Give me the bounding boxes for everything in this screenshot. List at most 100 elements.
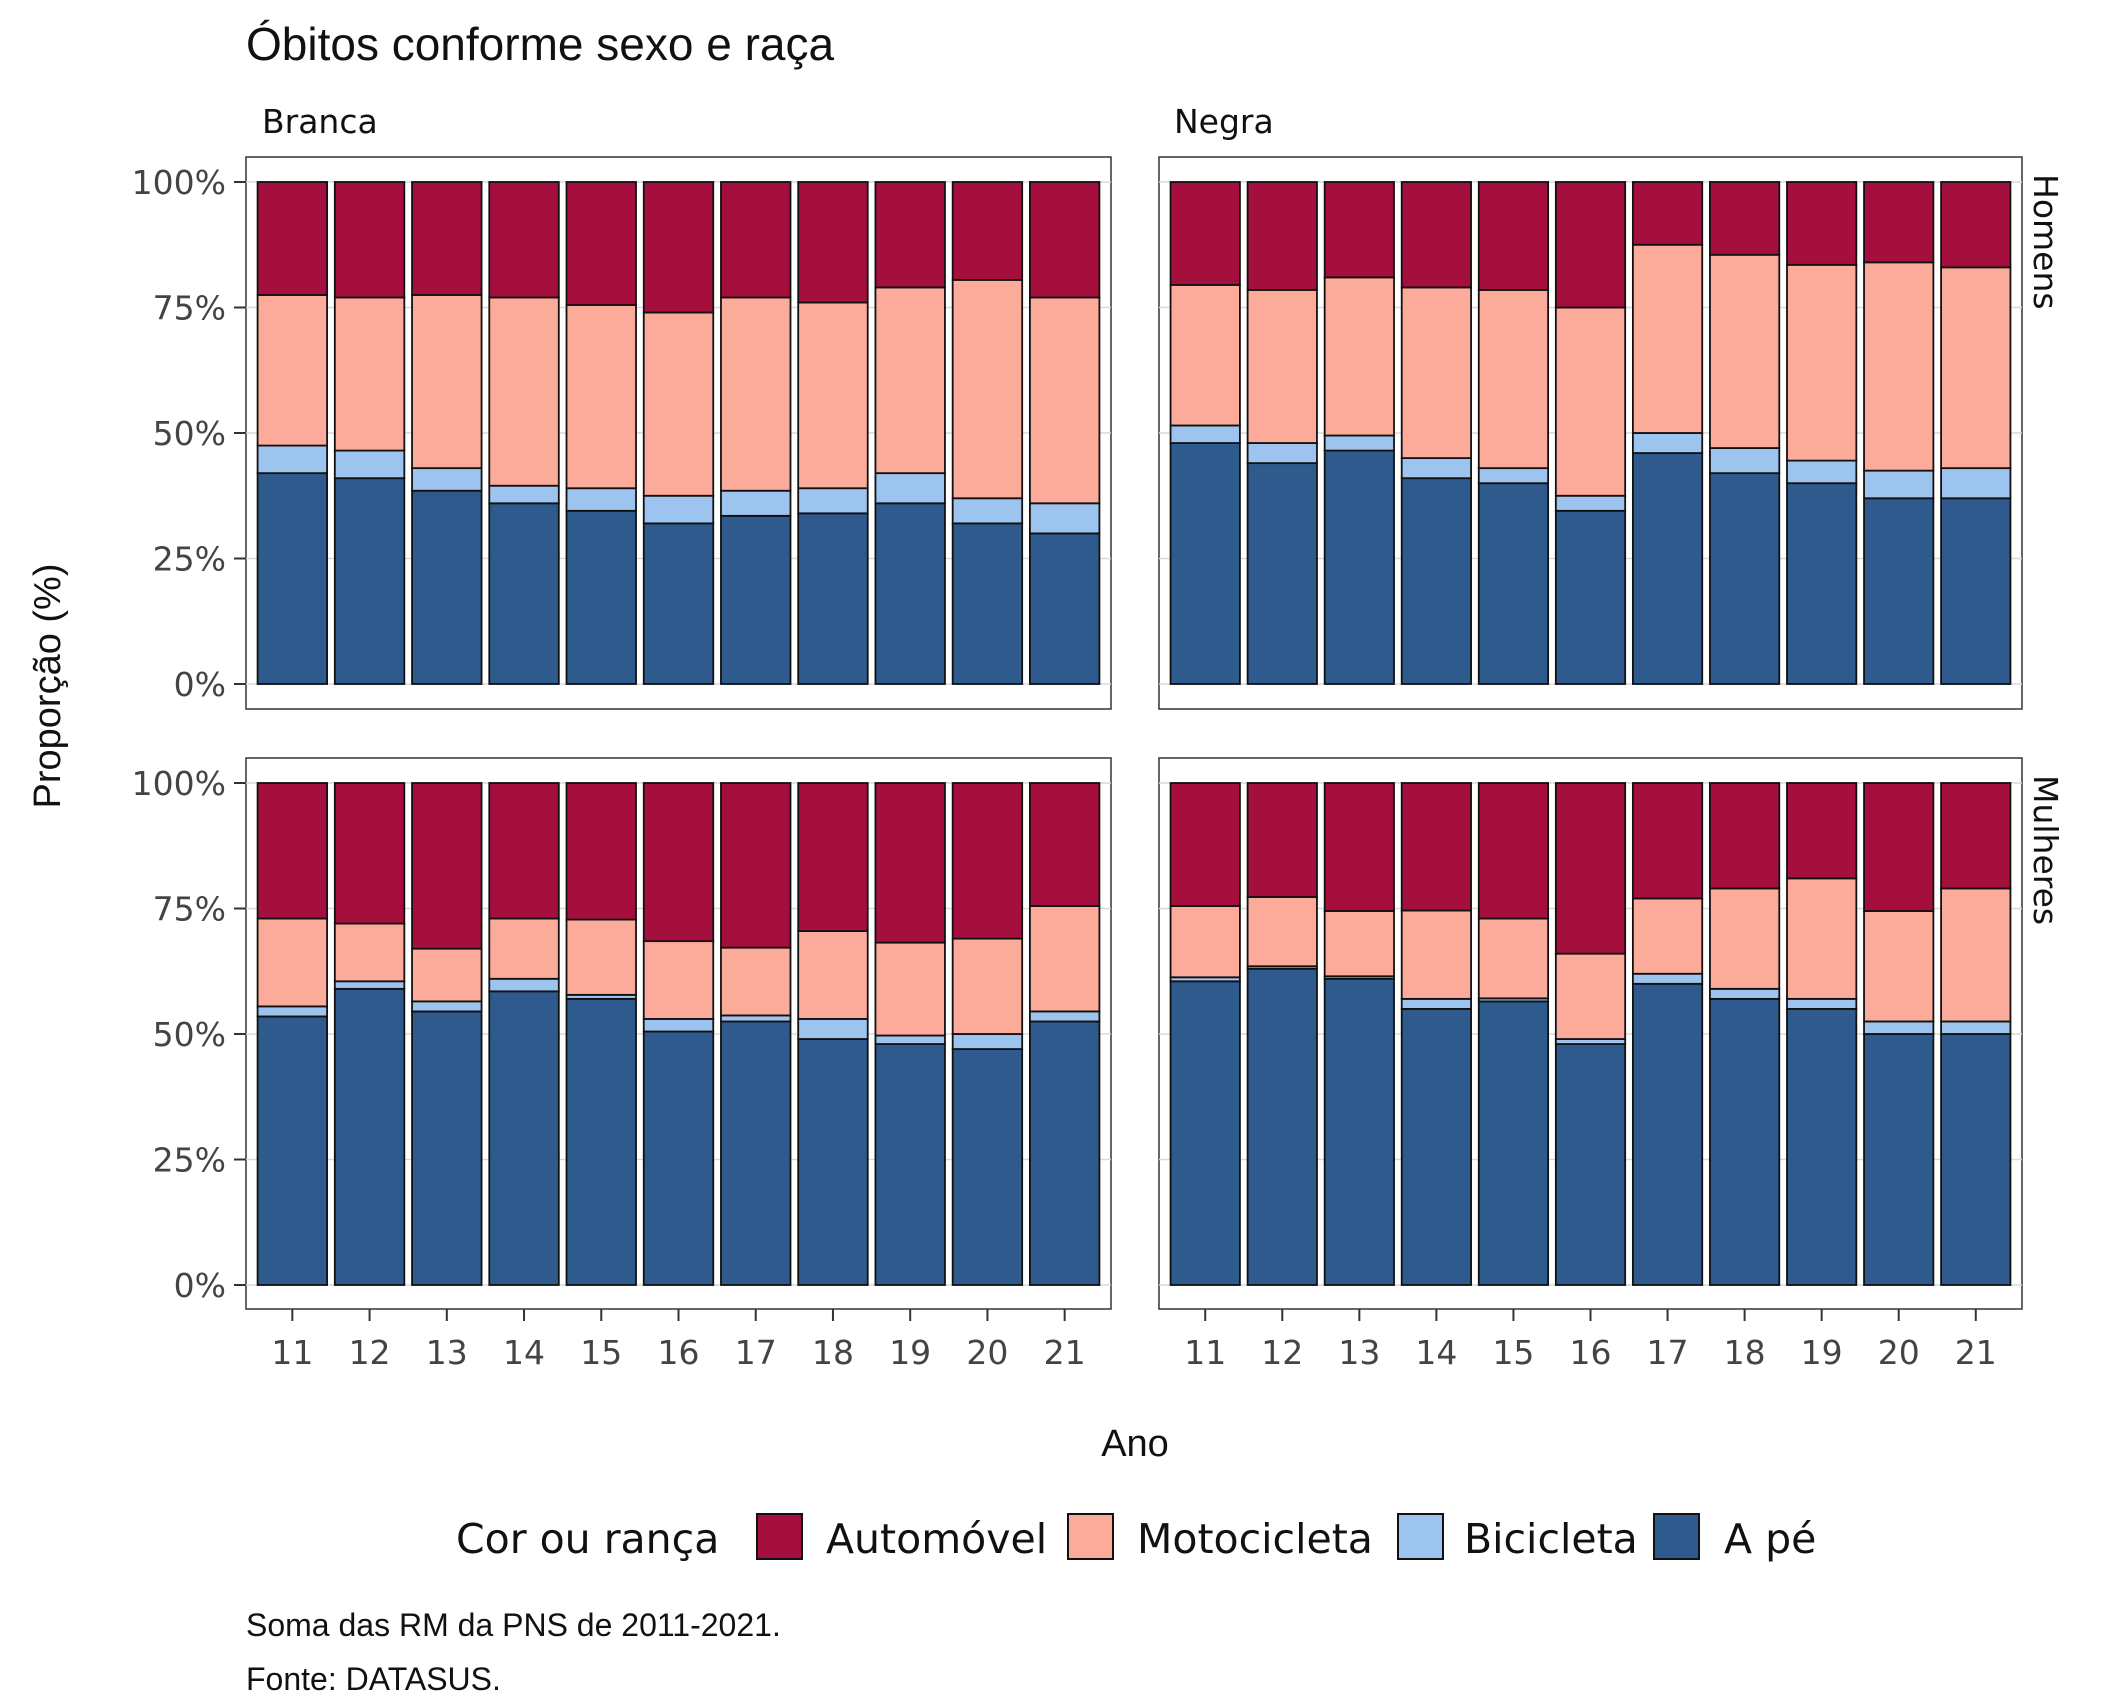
bar-a-pe-mulheres-negra-19 <box>1786 1008 1858 1286</box>
y-tick-label: 0% <box>174 1266 226 1305</box>
y-tick-label: 75% <box>153 289 226 328</box>
bar-motocicleta-homens-branca-15 <box>565 304 637 490</box>
bar-motocicleta-mulheres-negra-12 <box>1246 896 1318 968</box>
bar-a-pe-mulheres-branca-15 <box>565 997 637 1286</box>
bar-bicicleta-homens-branca-21 <box>1029 502 1101 535</box>
bar-a-pe-mulheres-negra-18 <box>1709 997 1781 1286</box>
bar-motocicleta-mulheres-negra-16 <box>1554 952 1627 1040</box>
bar-a-pe-homens-negra-18 <box>1709 472 1781 685</box>
bar-motocicleta-homens-branca-20 <box>951 278 1024 500</box>
bar-automovel-mulheres-branca-19 <box>874 782 946 944</box>
bar-bicicleta-homens-negra-16 <box>1554 494 1627 512</box>
x-tick-label: 16 <box>1570 1333 1612 1372</box>
bar-motocicleta-mulheres-branca-19 <box>874 941 946 1037</box>
bar-motocicleta-mulheres-negra-17 <box>1631 897 1704 975</box>
bar-a-pe-mulheres-negra-14 <box>1400 1008 1472 1286</box>
bar-automovel-homens-branca-15 <box>565 181 637 306</box>
legend-title: Cor ou rança <box>456 1515 719 1563</box>
bar-motocicleta-homens-negra-15 <box>1477 289 1550 470</box>
bar-motocicleta-homens-branca-21 <box>1029 296 1101 505</box>
bar-automovel-homens-branca-17 <box>720 181 792 299</box>
bar-motocicleta-homens-branca-14 <box>488 296 560 487</box>
y-tick-label: 100% <box>132 764 226 803</box>
bar-automovel-mulheres-branca-15 <box>565 782 637 921</box>
bar-a-pe-homens-branca-11 <box>256 472 328 685</box>
bar-automovel-homens-branca-14 <box>488 181 560 299</box>
bar-automovel-mulheres-negra-12 <box>1246 782 1318 898</box>
bar-automovel-mulheres-negra-18 <box>1709 782 1781 890</box>
bar-a-pe-homens-branca-21 <box>1029 532 1101 685</box>
bar-a-pe-mulheres-branca-18 <box>797 1038 869 1286</box>
legend-swatch-motocicleta <box>1067 1513 1114 1560</box>
bar-automovel-homens-negra-18 <box>1709 181 1781 256</box>
bar-a-pe-homens-branca-13 <box>411 489 483 685</box>
bar-a-pe-homens-branca-12 <box>333 477 406 685</box>
x-tick-label: 18 <box>1724 1333 1766 1372</box>
bar-motocicleta-homens-branca-18 <box>797 301 869 490</box>
x-tick-label: 13 <box>1338 1333 1380 1372</box>
bar-automovel-mulheres-branca-16 <box>642 782 715 943</box>
panel-mulheres-negra: 11 12 13 14 15 16 17 18 19 20 21 <box>1158 757 2023 1372</box>
x-tick-label: 13 <box>426 1333 468 1372</box>
bar-a-pe-mulheres-branca-14 <box>488 990 560 1286</box>
strip-label-branca: Branca <box>262 102 378 141</box>
bar-motocicleta-mulheres-branca-11 <box>256 917 328 1008</box>
bar-motocicleta-homens-negra-13 <box>1323 276 1395 437</box>
bar-a-pe-mulheres-negra-12 <box>1246 967 1318 1286</box>
bar-automovel-mulheres-branca-18 <box>797 782 869 932</box>
bar-automovel-homens-negra-16 <box>1554 181 1627 309</box>
legend-label-a-pe: A pé <box>1724 1515 1816 1563</box>
bar-motocicleta-homens-negra-20 <box>1863 261 1935 472</box>
bar-motocicleta-mulheres-branca-14 <box>488 917 560 980</box>
bar-a-pe-mulheres-negra-20 <box>1863 1033 1935 1286</box>
bar-automovel-homens-negra-14 <box>1400 181 1472 289</box>
bar-a-pe-homens-negra-14 <box>1400 477 1472 685</box>
bar-a-pe-homens-negra-11 <box>1169 442 1241 685</box>
bar-a-pe-homens-negra-19 <box>1786 482 1858 685</box>
bar-motocicleta-homens-branca-11 <box>256 294 328 447</box>
bar-a-pe-mulheres-branca-12 <box>333 987 406 1286</box>
bar-bicicleta-mulheres-negra-20 <box>1863 1020 1935 1035</box>
bar-automovel-homens-negra-13 <box>1323 181 1395 279</box>
bar-motocicleta-homens-negra-17 <box>1631 243 1704 434</box>
bar-automovel-homens-negra-12 <box>1246 181 1318 291</box>
bar-automovel-homens-negra-11 <box>1169 181 1241 286</box>
panel-homens-negra <box>1158 156 2023 710</box>
bar-motocicleta-homens-negra-16 <box>1554 306 1627 497</box>
bar-a-pe-homens-branca-15 <box>565 509 637 685</box>
bar-bicicleta-homens-negra-14 <box>1400 457 1472 480</box>
bar-bicicleta-mulheres-negra-19 <box>1786 997 1858 1010</box>
panel-homens-branca: 0% 25% 50% 75% 100% <box>132 156 1112 710</box>
bar-motocicleta-homens-negra-12 <box>1246 289 1318 444</box>
bar-automovel-homens-branca-18 <box>797 181 869 304</box>
bar-bicicleta-mulheres-negra-17 <box>1631 972 1704 985</box>
bar-bicicleta-homens-negra-15 <box>1477 467 1550 485</box>
x-tick-label: 19 <box>889 1333 931 1372</box>
bar-bicicleta-homens-branca-11 <box>256 444 328 475</box>
bar-bicicleta-homens-branca-14 <box>488 484 560 505</box>
bar-automovel-mulheres-negra-21 <box>1940 782 2012 890</box>
bar-bicicleta-homens-branca-18 <box>797 487 869 515</box>
bar-bicicleta-homens-negra-18 <box>1709 447 1781 475</box>
strip-label-negra: Negra <box>1174 102 1274 141</box>
legend: Cor ou rança Automóvel Motocicleta Bicic… <box>456 1513 1816 1563</box>
bar-bicicleta-homens-negra-12 <box>1246 442 1318 465</box>
bar-automovel-mulheres-branca-17 <box>720 782 792 949</box>
y-tick-label: 75% <box>153 890 226 929</box>
bar-motocicleta-mulheres-branca-18 <box>797 930 869 1020</box>
x-tick-label: 17 <box>735 1333 777 1372</box>
bar-a-pe-homens-negra-12 <box>1246 462 1318 685</box>
bar-motocicleta-homens-branca-19 <box>874 286 946 475</box>
caption-line-2: Fonte: DATASUS. <box>246 1661 501 1697</box>
x-tick-label: 19 <box>1801 1333 1843 1372</box>
bar-automovel-homens-branca-16 <box>642 181 715 314</box>
legend-swatch-a-pe <box>1653 1513 1700 1560</box>
x-axis-title: Ano <box>1101 1423 1169 1465</box>
bar-motocicleta-mulheres-negra-14 <box>1400 909 1472 1000</box>
bar-motocicleta-homens-negra-18 <box>1709 253 1781 449</box>
bar-motocicleta-homens-negra-14 <box>1400 286 1472 460</box>
bar-bicicleta-homens-negra-11 <box>1169 424 1241 444</box>
bar-motocicleta-mulheres-branca-12 <box>333 922 406 983</box>
legend-label-automovel: Automóvel <box>826 1515 1047 1563</box>
x-tick-label: 20 <box>966 1333 1008 1372</box>
